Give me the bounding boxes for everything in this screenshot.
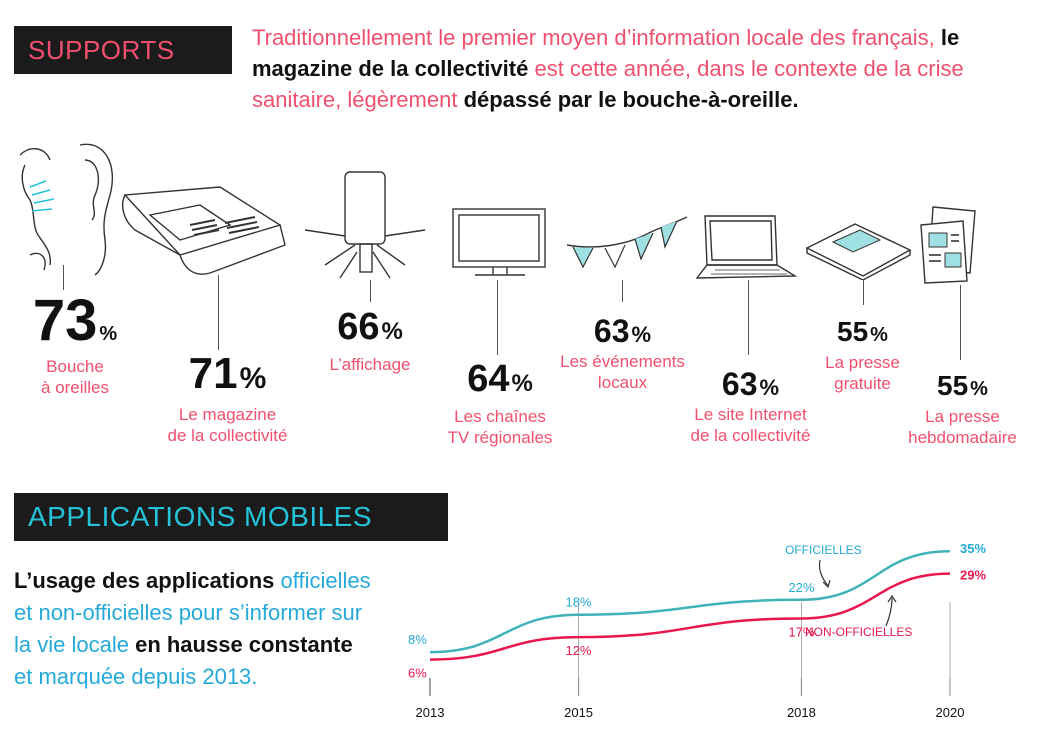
stat-label: gratuite — [834, 374, 891, 393]
series-name-officielles: OFFICIELLES — [785, 543, 862, 557]
stem-8 — [960, 285, 961, 360]
magazine-icon — [122, 186, 286, 275]
data-label: 12% — [566, 643, 592, 658]
stat-label: Les événements — [560, 352, 685, 371]
supports-title: SUPPORTS — [14, 26, 232, 74]
ear-icon — [19, 143, 114, 276]
stat-label: L’affichage — [329, 355, 411, 374]
stem-5 — [622, 280, 623, 302]
stat-unit: % — [511, 370, 533, 397]
series-line-1 — [429, 572, 951, 661]
stat-value: 66 — [337, 306, 380, 348]
stat-label: de la collectivité — [167, 426, 288, 445]
arrowhead-non-officielles — [887, 594, 897, 603]
stat-unit: % — [631, 322, 652, 347]
stat-value: 55 — [837, 316, 869, 347]
arrowhead-officielles — [822, 579, 831, 589]
apps-text-1: officielles et non-officielles pour s’in… — [14, 568, 371, 657]
stat-unit: % — [759, 375, 780, 400]
intro-bold-1: le magazine de la collectivité — [252, 25, 960, 81]
stat-site: 63% Le site Internet de la collectivité — [668, 368, 833, 446]
stat-value: 71 — [188, 349, 238, 398]
stem-2 — [218, 275, 219, 350]
stat-value: 64 — [467, 358, 510, 400]
stat-presse-hebdo: 55% La presse hebdomadaire — [890, 372, 1035, 448]
stat-label: Bouche — [46, 357, 104, 376]
supports-intro: Traditionnellement le premier moyen d’in… — [252, 22, 992, 115]
data-label: 6% — [408, 666, 427, 681]
stat-value: 63 — [721, 366, 758, 402]
stat-label: de la collectivité — [690, 426, 811, 445]
series-name-non-officielles: NON-OFFICIELLES — [805, 625, 912, 639]
stat-affichage: 66% L’affichage — [300, 308, 440, 375]
apps-text: L’usage des applications officielles et … — [14, 565, 374, 693]
stem-3 — [370, 280, 371, 302]
bunting-icon — [566, 216, 688, 269]
stat-tv: 64% Les chaînes TV régionales — [425, 360, 575, 448]
apps-line-chart: 2013 2015 2018 2020 8% 18% 22% 35% 6% 12% 17% 29% OF… — [408, 541, 986, 720]
stat-magazine: 71% Le magazine de la collectivité — [145, 352, 310, 446]
stat-label: La presse — [825, 353, 900, 372]
x-tick-label: 2013 — [416, 705, 445, 720]
stat-unit: % — [381, 318, 403, 345]
apps-bold-2: en hausse constante — [135, 632, 353, 657]
intro-bold-2: dépassé par le bouche-à-oreille. — [463, 87, 799, 112]
stat-value: 73 — [32, 288, 98, 353]
stat-unit: % — [99, 323, 118, 345]
stat-evenements: 63% Les événements locaux — [545, 315, 700, 393]
stat-bouche: 73% Bouche à oreilles — [0, 292, 150, 398]
data-label: 17% — [788, 624, 814, 639]
stat-value: 55 — [937, 370, 969, 401]
stat-label: Le magazine — [178, 405, 277, 424]
apps-text-2: et marquée depuis 2013. — [14, 664, 258, 689]
stat-unit: % — [870, 324, 888, 346]
stat-value: 63 — [593, 313, 630, 349]
stat-label: La presse — [925, 407, 1000, 426]
data-label: 8% — [408, 632, 427, 647]
weekly-press-icon — [920, 206, 976, 284]
series-line-0 — [429, 549, 951, 654]
arrow-non-officielles — [885, 597, 893, 627]
stat-label: locaux — [597, 373, 648, 392]
intro-text-1: Traditionnellement le premier moyen d’in… — [252, 25, 941, 50]
stem-1 — [63, 265, 64, 290]
stat-unit: % — [970, 378, 988, 400]
apps-bold-1: L’usage des applications — [14, 568, 275, 593]
data-label: 35% — [960, 541, 986, 556]
stat-label: hebdomadaire — [908, 428, 1017, 447]
stat-label: Le site Internet — [694, 405, 807, 424]
intro-text-2: est cette année, dans le contexte de la … — [252, 56, 964, 112]
stat-label: Les chaînes — [454, 407, 546, 426]
data-label: 29% — [960, 568, 986, 583]
x-tick-label: 2015 — [564, 705, 593, 720]
stat-label: à oreilles — [40, 378, 110, 397]
free-press-icon — [805, 223, 912, 280]
arrow-officielles — [818, 559, 829, 587]
poster-icon — [305, 171, 425, 279]
data-label: 22% — [788, 580, 814, 595]
x-tick-label: 2020 — [936, 705, 965, 720]
stat-presse-gratuite: 55% La presse gratuite — [800, 318, 925, 394]
stat-label: TV régionales — [447, 428, 553, 447]
stat-unit: % — [239, 362, 267, 395]
stem-6 — [748, 280, 749, 355]
apps-title: APPLICATIONS MOBILES — [14, 493, 448, 541]
tv-icon — [452, 208, 546, 276]
stem-7 — [863, 280, 864, 305]
laptop-icon — [695, 215, 798, 279]
stem-4 — [497, 280, 498, 355]
x-tick-label: 2018 — [787, 705, 816, 720]
data-label: 18% — [566, 595, 592, 610]
